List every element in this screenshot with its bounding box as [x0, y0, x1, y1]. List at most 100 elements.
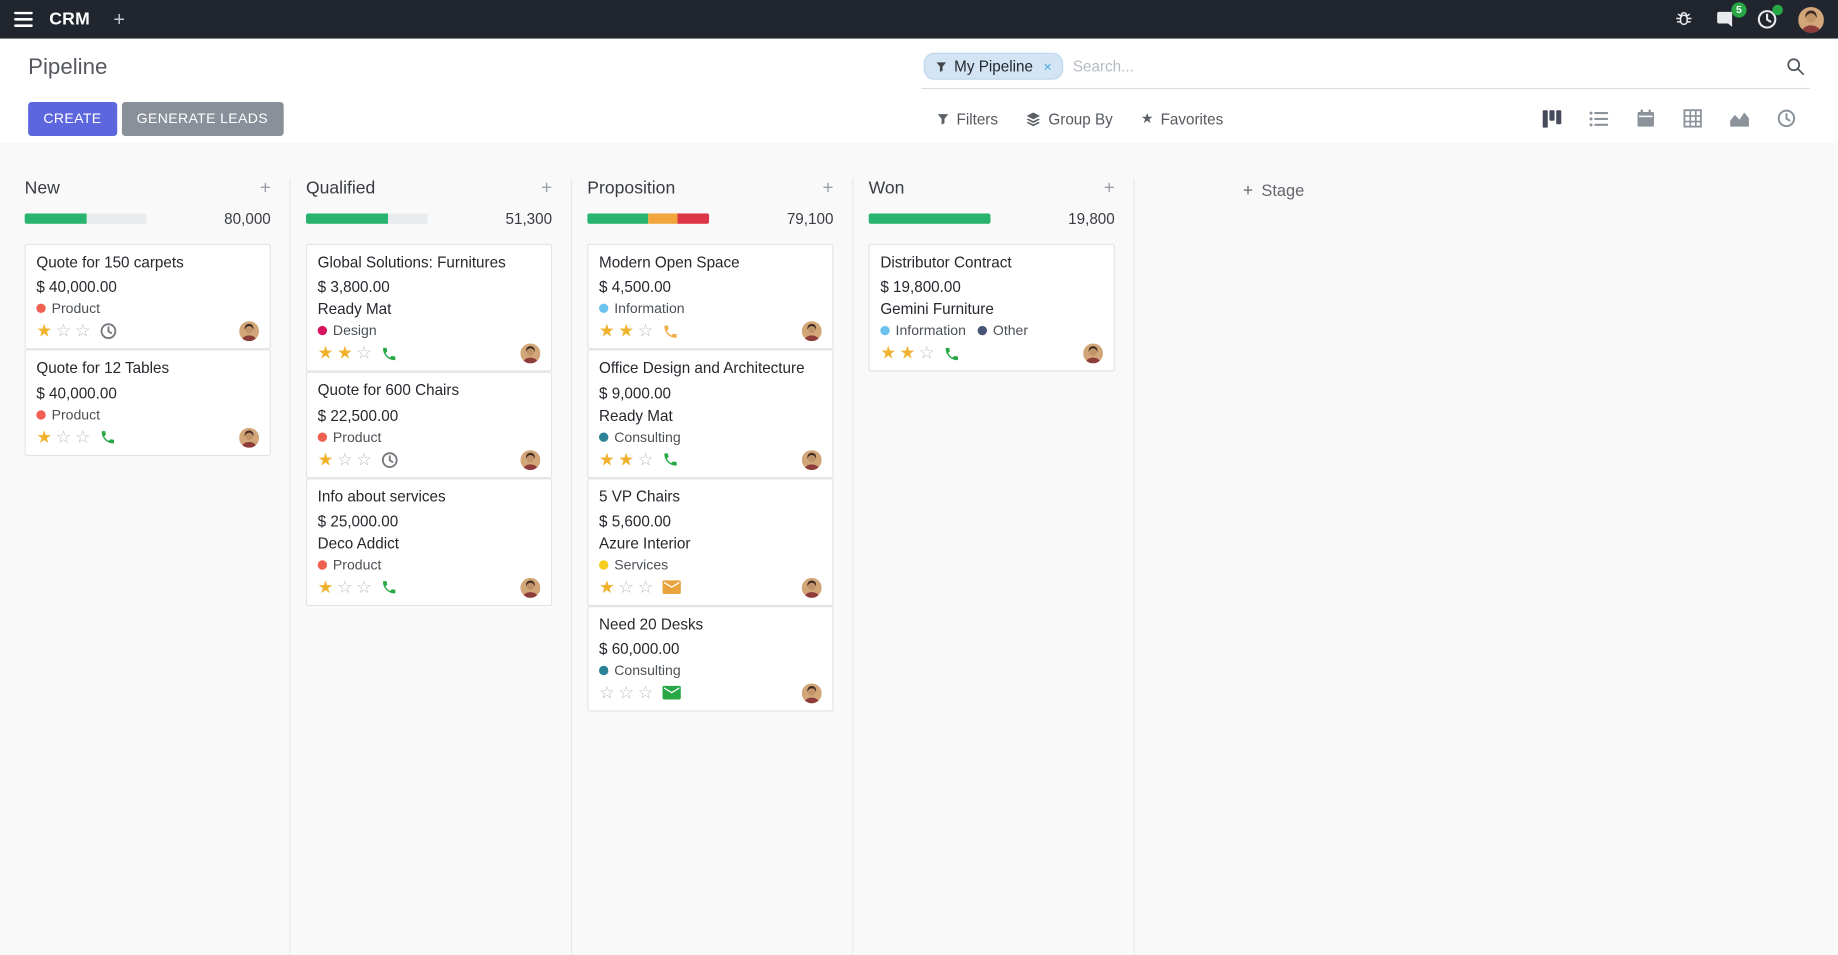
list-view-icon	[1589, 111, 1609, 126]
kanban-card[interactable]: Quote for 150 carpets $ 40,000.00 Product ★…	[24, 243, 271, 350]
quick-add-button[interactable]: +	[1103, 177, 1115, 198]
tag: Services	[598, 557, 668, 573]
priority-star[interactable]: ☆	[74, 321, 91, 342]
priority-star[interactable]: ☆	[55, 427, 72, 448]
tag: Product	[36, 406, 100, 423]
favorites-menu[interactable]: ★ Favorites	[1141, 110, 1223, 128]
kanban-card[interactable]: 5 VP Chairs $ 5,600.00 Azure Interior Servi…	[587, 477, 834, 606]
priority-star[interactable]: ★	[880, 343, 897, 364]
view-graph-button[interactable]	[1716, 101, 1763, 136]
priority-star[interactable]: ☆	[637, 683, 654, 704]
kanban-card[interactable]: Modern Open Space $ 4,500.00 Information ★ ★…	[587, 243, 834, 350]
priority-star[interactable]: ★	[618, 449, 635, 470]
card-tags: Product	[317, 557, 541, 573]
column-title: New	[24, 178, 60, 199]
progress-segment[interactable]	[677, 213, 710, 224]
priority-star[interactable]: ★	[317, 449, 334, 470]
phone-icon[interactable]	[100, 429, 116, 445]
phone-icon[interactable]	[663, 451, 679, 467]
progress-segment[interactable]	[305, 213, 388, 224]
priority-star[interactable]: ☆	[598, 683, 615, 704]
card-tags: Product	[36, 300, 259, 317]
phone-icon[interactable]	[944, 346, 960, 362]
priority-star[interactable]: ★	[317, 577, 334, 598]
clock-icon[interactable]	[100, 323, 118, 341]
progress-segment[interactable]	[24, 213, 87, 224]
phone-icon[interactable]	[381, 346, 397, 362]
kanban-card[interactable]: Need 20 Desks $ 60,000.00 Consulting ☆ ☆ ☆	[587, 605, 834, 712]
quick-add-button[interactable]: +	[259, 177, 271, 198]
priority-star[interactable]: ☆	[918, 343, 935, 364]
generate-leads-button[interactable]: GENERATE LEADS	[121, 101, 284, 136]
priority-star[interactable]: ☆	[336, 449, 353, 470]
quick-add-button[interactable]: +	[541, 177, 553, 198]
column-counter: 19,800	[868, 210, 1115, 227]
search-bar[interactable]: My Pipeline ×	[921, 50, 1810, 90]
kanban-card[interactable]: Quote for 600 Chairs $ 22,500.00 Product ★ ☆…	[305, 371, 553, 478]
priority-star[interactable]: ★	[598, 449, 615, 470]
bug-icon[interactable]	[1674, 9, 1694, 29]
search-facet[interactable]: My Pipeline ×	[923, 52, 1064, 80]
priority-star[interactable]: ☆	[356, 449, 373, 470]
remove-facet-icon[interactable]: ×	[1043, 58, 1052, 75]
user-avatar[interactable]	[1798, 6, 1824, 33]
messages-icon[interactable]: 5	[1715, 2, 1747, 29]
progress-segment[interactable]	[86, 213, 147, 224]
priority-star[interactable]: ☆	[356, 577, 373, 598]
filters-menu[interactable]: Filters	[937, 110, 998, 127]
plus-icon[interactable]: +	[113, 8, 126, 31]
priority-star[interactable]: ★	[618, 321, 635, 342]
kanban-card[interactable]: Quote for 12 Tables $ 40,000.00 Product ★ ☆ ☆	[24, 349, 271, 456]
priority-star[interactable]: ★	[598, 321, 615, 342]
priority-star[interactable]: ★	[598, 577, 615, 598]
priority-star[interactable]: ★	[317, 343, 334, 364]
priority-star[interactable]: ★	[36, 427, 53, 448]
card-tags: Services	[598, 557, 822, 573]
priority-star[interactable]: ☆	[618, 683, 635, 704]
create-button[interactable]: CREATE	[28, 101, 117, 136]
kanban-card[interactable]: Office Design and Architecture $ 9,000.00…	[587, 349, 834, 478]
group-by-menu[interactable]: Group By	[1026, 110, 1113, 127]
kanban-card[interactable]: Distributor Contract $ 19,800.00 Gemini Fu…	[868, 243, 1115, 372]
priority-star[interactable]: ☆	[55, 321, 72, 342]
progress-segment[interactable]	[387, 213, 428, 224]
phone-icon[interactable]	[381, 579, 397, 595]
view-kanban-button[interactable]	[1529, 101, 1576, 136]
priority-star[interactable]: ★	[36, 321, 53, 342]
pivot-view-icon	[1683, 109, 1702, 128]
app-name-menu[interactable]: CRM	[49, 9, 90, 30]
view-pivot-button[interactable]	[1669, 101, 1716, 136]
kanban-card[interactable]: Info about services $ 25,000.00 Deco Addic…	[305, 477, 553, 606]
progress-segment[interactable]	[868, 213, 991, 224]
envelope-icon[interactable]	[662, 685, 682, 701]
priority-star[interactable]: ★	[899, 343, 916, 364]
view-list-button[interactable]	[1575, 101, 1622, 136]
search-icon[interactable]	[1783, 54, 1808, 79]
activities-icon[interactable]	[1757, 4, 1783, 29]
card-tags: Design	[317, 323, 541, 339]
view-activity-button[interactable]	[1763, 101, 1810, 136]
quick-add-button[interactable]: +	[822, 177, 834, 198]
search-input[interactable]	[1063, 52, 1783, 80]
progress-segment[interactable]	[587, 213, 649, 224]
priority-star[interactable]: ★	[336, 343, 353, 364]
card-footer: ★ ☆ ☆	[317, 449, 541, 470]
apps-menu-icon[interactable]	[9, 7, 37, 32]
priority-star[interactable]: ☆	[356, 343, 373, 364]
clock-icon[interactable]	[381, 451, 399, 469]
view-calendar-button[interactable]	[1622, 101, 1669, 136]
kanban-card[interactable]: Global Solutions: Furnitures $ 3,800.00 Re…	[305, 243, 553, 372]
priority-star[interactable]: ☆	[336, 577, 353, 598]
priority-star[interactable]: ☆	[637, 449, 654, 470]
priority-star[interactable]: ☆	[637, 321, 654, 342]
priority-star[interactable]: ☆	[618, 577, 635, 598]
envelope-icon[interactable]	[662, 579, 682, 595]
priority-star[interactable]: ☆	[637, 577, 654, 598]
progress-segment[interactable]	[648, 213, 678, 224]
add-stage-button[interactable]: + Stage	[1243, 181, 1304, 200]
card-title: Distributor Contract	[880, 253, 1012, 271]
priority-star[interactable]: ☆	[74, 427, 91, 448]
page-title: Pipeline	[28, 55, 108, 80]
phone-icon[interactable]	[663, 323, 679, 339]
salesperson-avatar	[801, 449, 822, 470]
